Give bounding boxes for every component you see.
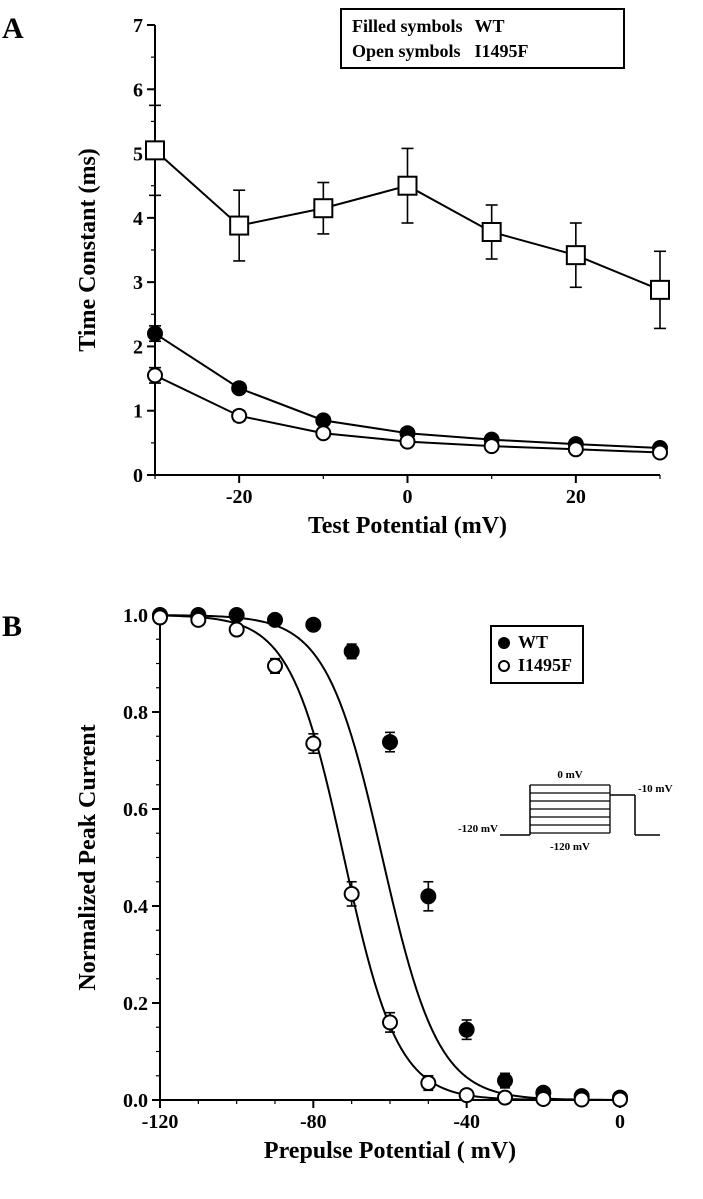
svg-text:4: 4 <box>133 208 143 230</box>
svg-text:1.0: 1.0 <box>123 605 148 627</box>
svg-text:-120 mV: -120 mV <box>550 841 590 853</box>
legend-a-row1-right: WT <box>475 15 539 38</box>
svg-text:2: 2 <box>133 336 143 358</box>
svg-text:-40: -40 <box>453 1111 480 1133</box>
legend-a-row1-left: Filled symbols <box>352 15 473 38</box>
panel-a-svg: 0 1 2 3 4 5 6 7 -20 0 20 Test Potential (mV) Time Co… <box>60 0 700 560</box>
panel-b-svg: 0.0 0.2 0.4 0.6 0.8 1.0 -120 -80 -40 0 Prepulse Po… <box>60 590 700 1190</box>
svg-text:7: 7 <box>133 15 143 37</box>
svg-text:0.2: 0.2 <box>123 993 148 1015</box>
svg-text:Normalized Peak Current: Normalized Peak Current <box>75 724 101 990</box>
svg-text:0 mV: 0 mV <box>557 769 582 781</box>
legend-b-item1: WT <box>518 631 548 654</box>
svg-text:Test Potential (mV): Test Potential (mV) <box>308 513 507 539</box>
svg-text:0.8: 0.8 <box>123 702 148 724</box>
svg-text:Time Constant (ms): Time Constant (ms) <box>75 148 101 352</box>
svg-text:Prepulse Potential ( mV): Prepulse Potential ( mV) <box>264 1138 516 1164</box>
panel-a-legend: Filled symbolsWT Open symbolsI1495F <box>340 8 625 69</box>
svg-text:5: 5 <box>133 144 143 166</box>
svg-text:1: 1 <box>133 401 143 423</box>
legend-b-item2: I1495F <box>518 654 572 677</box>
legend-marker-open-icon <box>498 660 510 672</box>
svg-text:0.6: 0.6 <box>123 799 148 821</box>
panel-b-legend: WT I1495F <box>490 625 584 684</box>
svg-text:0: 0 <box>615 1111 625 1133</box>
svg-text:0.0: 0.0 <box>123 1090 148 1112</box>
svg-text:0: 0 <box>133 465 143 487</box>
svg-text:-80: -80 <box>300 1111 327 1133</box>
svg-text:20: 20 <box>566 486 586 508</box>
panel-b: 0.0 0.2 0.4 0.6 0.8 1.0 -120 -80 -40 0 Prepulse Po… <box>60 590 700 1190</box>
legend-a-row2-right: I1495F <box>475 40 539 63</box>
svg-text:6: 6 <box>133 79 143 101</box>
panel-a-label: A <box>2 12 24 46</box>
panel-b-label: B <box>2 610 22 644</box>
svg-text:0: 0 <box>403 486 413 508</box>
svg-text:-120: -120 <box>142 1111 179 1133</box>
svg-text:-20: -20 <box>226 486 253 508</box>
svg-text:-120 mV: -120 mV <box>458 823 498 835</box>
svg-text:3: 3 <box>133 272 143 294</box>
svg-text:0.4: 0.4 <box>123 896 148 918</box>
legend-a-row2-left: Open symbols <box>352 40 473 63</box>
svg-text:-10 mV: -10 mV <box>638 783 673 795</box>
figure: A 0 1 2 3 4 5 6 7 -20 0 20 Test Potential (mV) Time … <box>0 0 703 1199</box>
panel-a: 0 1 2 3 4 5 6 7 -20 0 20 Test Potential (mV) Time Co… <box>60 0 700 560</box>
legend-marker-filled-icon <box>498 637 510 649</box>
